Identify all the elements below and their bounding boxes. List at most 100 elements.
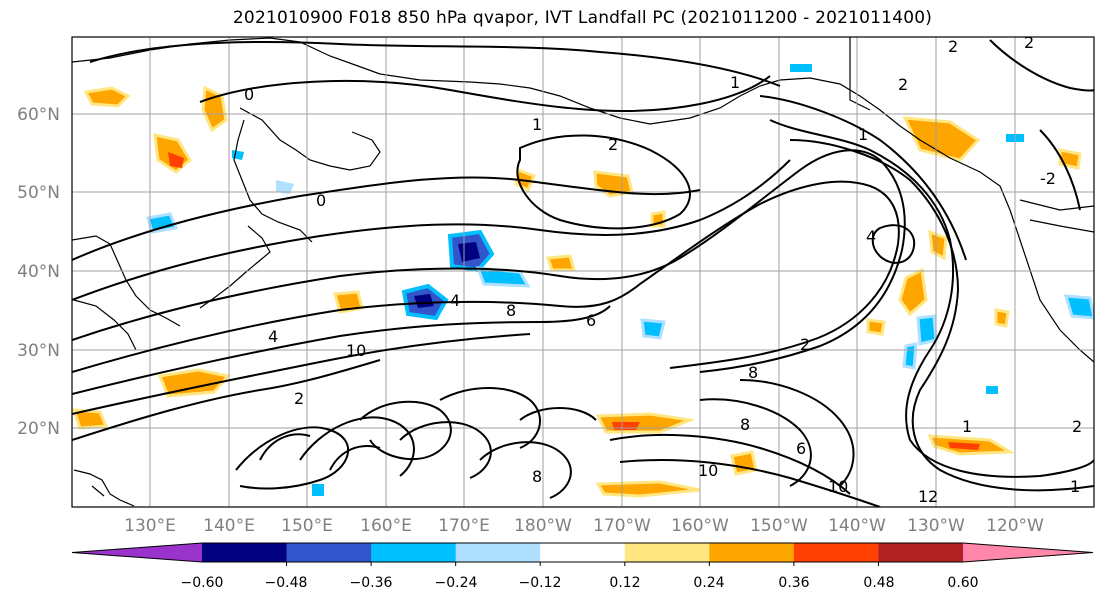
contour-labels: 0 1 2 0 2 1 2 4 4 4 -2 10 8 6 8 6 8 10 1… [244, 33, 1082, 506]
map-title: 2021010900 F018 850 hPa qvapor, IVT Land… [232, 8, 933, 28]
contour-label: 2 [294, 389, 304, 408]
negative-anomaly-patch [312, 484, 324, 496]
map-frame [71, 36, 1095, 508]
colorbar-tick-label: 0.60 [947, 575, 978, 591]
negative-anomaly-patch [146, 212, 179, 234]
colorbar [71, 542, 1094, 566]
negative-anomaly-patch [640, 318, 666, 340]
ivt-contours [72, 39, 1094, 507]
colorbar-segment [540, 543, 626, 562]
colorbar-segment [202, 543, 288, 562]
contour-label: 0 [316, 191, 326, 210]
lon-label: 140°W [828, 516, 886, 536]
colorbar-tick-label: 0.12 [609, 575, 640, 591]
lon-label: 160°E [360, 516, 412, 536]
colorbar-tick-label: −0.24 [435, 575, 478, 591]
contour-label: 1 [532, 115, 542, 134]
contour-label: 8 [532, 467, 542, 486]
lon-label: 150°W [750, 516, 808, 536]
lon-label: 150°E [281, 516, 333, 536]
contour-label: 10 [828, 477, 848, 496]
positive-anomaly-patch [1058, 148, 1082, 170]
lat-label: 20°N [17, 419, 60, 439]
lat-label: 30°N [17, 341, 60, 361]
colorbar-segment [286, 543, 372, 562]
positive-anomaly-patch [612, 422, 640, 430]
contour-label: 2 [608, 135, 618, 154]
lon-label: 180°W [514, 516, 572, 536]
negative-anomaly-patch [986, 386, 998, 394]
colorbar-segment [455, 543, 541, 562]
lon-label: 170°W [593, 516, 651, 536]
colorbar-segment [624, 543, 710, 562]
positive-anomaly-patch [83, 86, 131, 108]
negative-anomaly-patch [790, 64, 812, 72]
colorbar-tick-label: −0.36 [350, 575, 393, 591]
contour-label: 1 [730, 73, 740, 92]
contour-label: 1 [1070, 477, 1080, 496]
contour-label: 8 [740, 415, 750, 434]
lat-label: 50°N [17, 183, 60, 203]
contour-label: 6 [796, 439, 806, 458]
negative-anomaly-patch [902, 342, 918, 370]
contour-label: 2 [1072, 417, 1082, 436]
longitude-labels: 130°E 140°E 150°E 160°E 170°E 180°W 170°… [124, 516, 1044, 536]
positive-anomaly-patch [595, 480, 701, 498]
contour-label: 2 [1024, 33, 1034, 52]
positive-anomaly-patch [545, 254, 576, 272]
colorbar-segment [793, 543, 879, 562]
map-panel: 0 1 2 0 2 1 2 4 4 4 -2 10 8 6 8 6 8 10 1… [71, 33, 1095, 508]
lon-label: 130°E [124, 516, 176, 536]
positive-anomaly-patch [948, 442, 980, 450]
contour-label: 4 [268, 327, 278, 346]
colorbar-segment [878, 543, 964, 562]
contour-label: 2 [800, 335, 810, 354]
lon-label: 120°W [986, 516, 1044, 536]
colorbar-tick-label: 0.24 [693, 575, 724, 591]
positive-anomaly-patch [730, 450, 758, 476]
latitude-labels: 60°N 50°N 40°N 30°N 20°N [17, 105, 60, 439]
lon-label: 170°E [438, 516, 490, 536]
contour-label: 10 [698, 461, 718, 480]
colorbar-segment [371, 543, 457, 562]
contour-label: 1 [858, 125, 868, 144]
positive-anomaly-patch [168, 152, 184, 168]
contour-label: 12 [918, 487, 938, 506]
contour-label: 2 [898, 75, 908, 94]
colorbar-tick-label: −0.48 [265, 575, 308, 591]
contour-label: 10 [346, 341, 366, 360]
colorbar-tick-label: −0.60 [181, 575, 224, 591]
lon-label: 130°W [907, 516, 965, 536]
positive-anomaly-patch [994, 308, 1010, 328]
colorbar-tick-label: 0.48 [863, 575, 894, 591]
contour-label: 4 [866, 227, 876, 246]
lat-label: 60°N [17, 105, 60, 125]
contour-label: 4 [450, 291, 460, 310]
contour-label: 2 [948, 37, 958, 56]
negative-anomaly-patch [916, 314, 938, 346]
contour-label: 6 [586, 311, 596, 330]
lat-label: 40°N [17, 262, 60, 282]
contour-label: 8 [506, 301, 516, 320]
colorbar-extend-low [72, 543, 202, 562]
positive-anomaly-patch [72, 408, 109, 430]
positive-anomaly-patch [866, 318, 886, 336]
qvapor-shading [72, 64, 1094, 498]
contour-label: 8 [748, 363, 758, 382]
map-gridlines [72, 37, 1094, 507]
negative-anomaly-patch [1063, 294, 1094, 320]
coastlines [72, 37, 1094, 507]
colorbar-extend-high [963, 543, 1093, 562]
colorbar-tick-label: −0.12 [519, 575, 562, 591]
positive-anomaly-patch [902, 116, 981, 162]
colorbar-segment [709, 543, 795, 562]
positive-anomaly-patch [928, 229, 948, 261]
negative-anomaly-patch [276, 180, 294, 194]
lon-label: 160°W [671, 516, 729, 536]
contour-label: 0 [244, 85, 254, 104]
colorbar-outline [71, 542, 1094, 563]
negative-anomaly-patch [414, 294, 434, 308]
colorbar-tick-label: 0.36 [778, 575, 809, 591]
contour-label: 1 [962, 417, 972, 436]
